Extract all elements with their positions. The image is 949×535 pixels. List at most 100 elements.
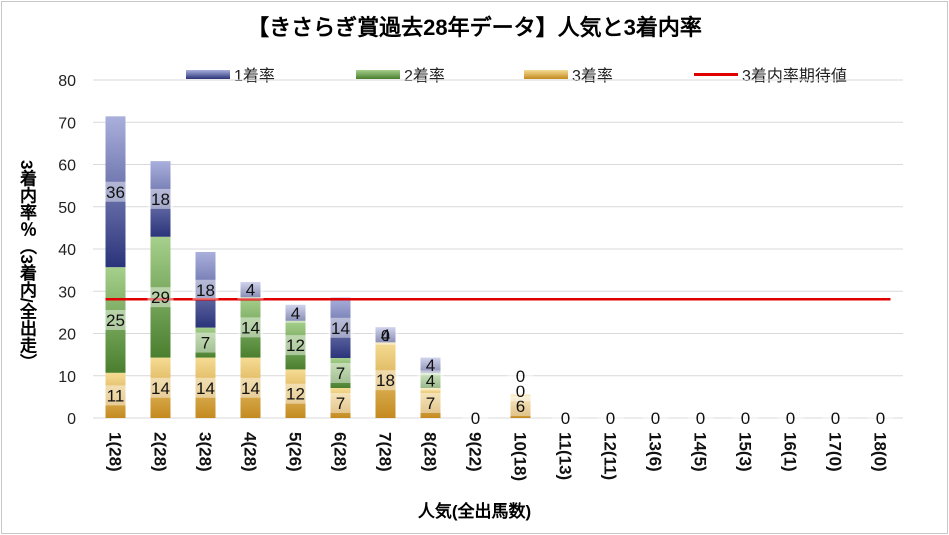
data-label-backdrop bbox=[822, 408, 849, 428]
data-label-1st: 0 bbox=[516, 367, 525, 386]
bar-segment-3rd bbox=[375, 342, 396, 418]
data-label-1st: 0 bbox=[786, 409, 795, 428]
data-label-1st: 4 bbox=[381, 326, 390, 345]
data-label-3rd: 14 bbox=[151, 379, 170, 398]
x-tick-label: 14(5) bbox=[691, 432, 710, 472]
y-tick-label: 0 bbox=[67, 411, 76, 428]
x-tick-label: 4(28) bbox=[241, 432, 260, 472]
bar-segment-3rd bbox=[105, 372, 126, 418]
x-tick-label: 5(26) bbox=[286, 432, 305, 472]
y-tick-labels: 0 10 20 30 40 50 60 70 80 bbox=[58, 73, 76, 428]
x-axis-label: 人気(全出馬数) bbox=[417, 502, 532, 521]
legend-swatch-2nd bbox=[356, 69, 400, 79]
data-label-2nd: 25 bbox=[106, 311, 125, 330]
bar-segment-2nd bbox=[195, 327, 216, 358]
data-label-backdrop bbox=[327, 317, 354, 338]
data-label-1st: 14 bbox=[331, 319, 350, 338]
data-label-1st: 0 bbox=[831, 409, 840, 428]
data-label-backdrop bbox=[102, 181, 129, 202]
data-label-backdrop bbox=[507, 366, 534, 387]
chart-title: 【きさらぎ賞過去28年データ】人気と3着内率 bbox=[247, 15, 702, 40]
data-label-backdrop bbox=[147, 287, 174, 308]
data-label-backdrop bbox=[282, 335, 309, 356]
x-tick-label: 9(22) bbox=[466, 432, 485, 472]
data-label-1st: 0 bbox=[876, 409, 885, 428]
data-labels: 1125361429181471814144121247714184074406… bbox=[102, 181, 894, 428]
data-label-backdrop bbox=[642, 408, 669, 428]
x-tick-label: 13(6) bbox=[646, 432, 665, 472]
y-tick-label: 60 bbox=[58, 158, 76, 175]
x-tick-label: 15(3) bbox=[736, 432, 755, 472]
y-axis-label: 3着内率％（3着内/全出走） bbox=[17, 159, 36, 371]
legend-swatch-3rd bbox=[524, 69, 568, 79]
data-label-backdrop bbox=[417, 370, 444, 391]
data-label-3rd: 14 bbox=[241, 379, 260, 398]
bar-segment-3rd bbox=[195, 357, 216, 418]
data-label-2nd: 12 bbox=[286, 336, 305, 355]
data-label-1st: 0 bbox=[471, 409, 480, 428]
x-tick-label: 17(0) bbox=[826, 432, 845, 472]
bar-segment-3rd bbox=[150, 357, 171, 418]
x-tick-label: 10(18) bbox=[511, 432, 530, 481]
data-label-1st: 4 bbox=[426, 356, 435, 375]
data-label-1st: 4 bbox=[246, 281, 255, 300]
legend-label-2nd: 2着率 bbox=[404, 68, 445, 85]
data-label-2nd: 0 bbox=[516, 382, 525, 401]
data-label-backdrop bbox=[102, 385, 129, 406]
data-label-backdrop bbox=[372, 370, 399, 391]
legend-label-expected: 3着内率期待値 bbox=[742, 68, 847, 85]
data-label-1st: 0 bbox=[561, 409, 570, 428]
data-label-backdrop bbox=[372, 324, 399, 345]
data-label-backdrop bbox=[462, 408, 489, 428]
data-label-backdrop bbox=[192, 279, 219, 300]
data-label-backdrop bbox=[687, 408, 714, 428]
bar-segment-1st bbox=[150, 161, 171, 237]
data-label-backdrop bbox=[147, 377, 174, 398]
data-label-backdrop bbox=[867, 408, 894, 428]
bar-segment-3rd bbox=[240, 357, 261, 418]
data-label-backdrop bbox=[282, 302, 309, 323]
data-label-2nd: 7 bbox=[201, 334, 210, 353]
bar-segment-2nd bbox=[330, 358, 351, 389]
data-label-3rd: 6 bbox=[516, 397, 525, 416]
gridlines bbox=[93, 79, 903, 419]
data-label-1st: 36 bbox=[106, 183, 125, 202]
data-label-3rd: 14 bbox=[196, 379, 215, 398]
data-label-backdrop bbox=[507, 381, 534, 402]
bar-segment-2nd bbox=[285, 320, 306, 370]
legend-swatch-1st bbox=[186, 69, 230, 79]
y-tick-label: 80 bbox=[58, 73, 76, 90]
data-label-backdrop bbox=[237, 279, 264, 300]
data-label-2nd: 14 bbox=[241, 318, 260, 337]
data-label-3rd: 18 bbox=[376, 371, 395, 390]
x-tick-label: 2(28) bbox=[151, 432, 170, 472]
y-tick-label: 40 bbox=[58, 242, 76, 259]
legend-label-1st: 1着率 bbox=[234, 68, 275, 85]
data-label-1st: 0 bbox=[606, 409, 615, 428]
data-label-backdrop bbox=[192, 332, 219, 353]
data-label-backdrop bbox=[327, 363, 354, 384]
legend-item-2nd: 2着率 bbox=[356, 62, 445, 86]
bar-segment-1st bbox=[375, 327, 396, 343]
data-label-backdrop bbox=[282, 383, 309, 404]
x-tick-label: 16(1) bbox=[781, 432, 800, 472]
data-label-backdrop bbox=[102, 309, 129, 330]
x-tick-label: 11(13) bbox=[556, 432, 575, 480]
data-label-1st: 18 bbox=[196, 281, 215, 300]
data-label-backdrop bbox=[417, 355, 444, 376]
legend-item-expected: 3着内率期待値 bbox=[694, 62, 847, 86]
bar-segment-3rd bbox=[420, 388, 441, 418]
data-label-backdrop bbox=[237, 377, 264, 398]
x-tick-labels: 1(28) 2(28) 3(28) 4(28) 5(26) 6(28) 7(28) 8(28)… bbox=[106, 432, 890, 481]
x-tick-label: 12(11) bbox=[601, 432, 620, 480]
bar-segment-2nd bbox=[105, 267, 126, 373]
y-tick-label: 70 bbox=[58, 115, 76, 132]
bars bbox=[105, 116, 531, 418]
legend-label-3rd: 3着率 bbox=[572, 68, 613, 85]
bar-segment-1st bbox=[105, 116, 126, 268]
bar-segment-1st bbox=[285, 304, 306, 321]
bar-segment-2nd bbox=[420, 372, 441, 389]
x-tick-label: 8(28) bbox=[421, 432, 440, 472]
bar-segment-1st bbox=[240, 281, 261, 298]
